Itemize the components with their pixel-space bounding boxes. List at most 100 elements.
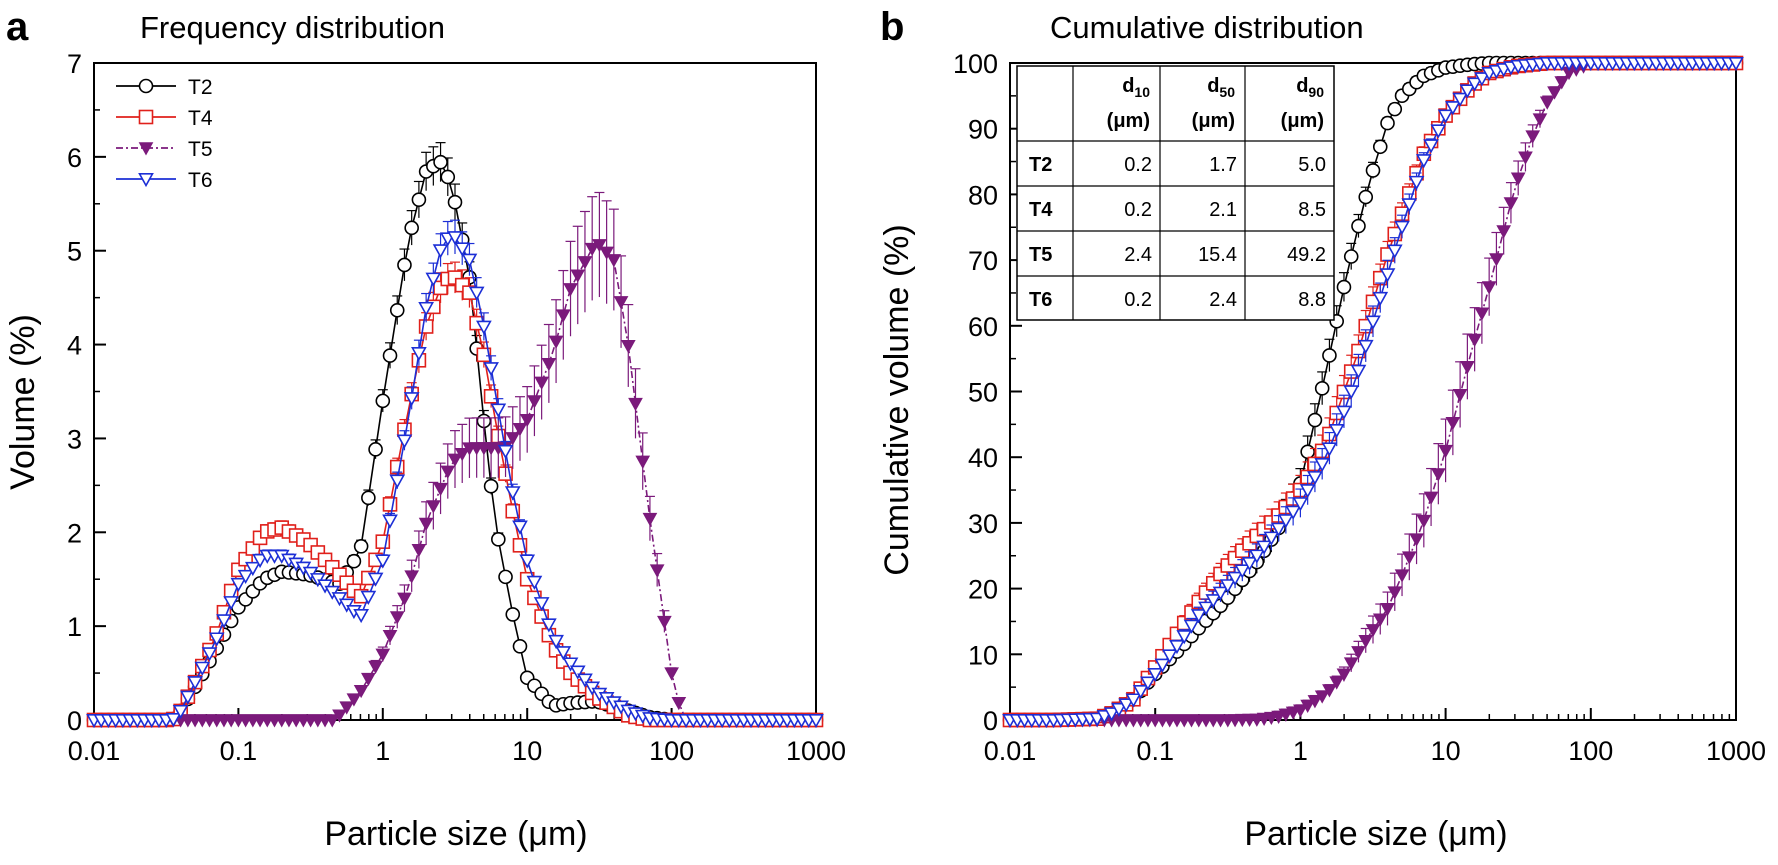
- data-point: [1452, 92, 1468, 107]
- data-point: [1357, 339, 1374, 355]
- series-t5: [1002, 57, 1744, 728]
- data-point: [1198, 601, 1214, 616]
- data-point: [497, 444, 514, 460]
- data-point: [1322, 348, 1337, 363]
- data-point: [577, 673, 593, 688]
- data-point: [1467, 333, 1482, 348]
- data-point: [382, 497, 398, 512]
- table-header-unit: (μm): [1281, 110, 1324, 132]
- data-point: [1510, 172, 1526, 186]
- data-point: [527, 395, 542, 409]
- data-point: [361, 490, 376, 506]
- data-point: [187, 676, 203, 691]
- table-cell: 8.5: [1298, 199, 1326, 221]
- data-point: [324, 714, 340, 728]
- table-row-label: T2: [1029, 154, 1052, 176]
- data-point: [671, 697, 687, 711]
- data-point: [1430, 468, 1446, 482]
- data-point: [483, 362, 499, 377]
- data-point: [425, 500, 441, 514]
- data-point: [1358, 189, 1374, 205]
- data-point: [1474, 307, 1490, 321]
- data-point: [1554, 76, 1570, 90]
- data-point: [476, 347, 492, 363]
- y-tick-label: 1: [67, 612, 82, 642]
- data-point: [216, 614, 232, 629]
- y-tick-label: 60: [968, 312, 998, 342]
- data-point: [1234, 564, 1251, 579]
- panel-b-letter: b: [880, 5, 904, 49]
- data-point: [1430, 124, 1447, 139]
- data-point: [562, 657, 579, 672]
- data-point: [1314, 458, 1331, 473]
- data-point: [1307, 412, 1323, 428]
- data-point: [1481, 281, 1497, 295]
- y-tick-label: 0: [983, 706, 998, 736]
- data-point: [1256, 540, 1272, 555]
- data-point: [1336, 279, 1352, 295]
- data-point: [1452, 388, 1468, 403]
- data-point: [382, 514, 398, 529]
- data-point: [1728, 56, 1744, 72]
- data-point: [1118, 698, 1135, 713]
- data-point: [1386, 244, 1403, 259]
- table-row-label: T4: [1029, 199, 1053, 221]
- plot-a: 0.01 0.1 1 10 100 1000 0 1 2 3 4 5 6 7: [67, 49, 846, 766]
- data-point: [353, 539, 369, 554]
- data-point: [382, 629, 398, 644]
- table-header: d50: [1207, 75, 1235, 100]
- data-point: [223, 596, 240, 611]
- data-point: [1183, 619, 1200, 634]
- series-t4: [86, 261, 824, 728]
- data-point: [396, 434, 413, 449]
- panel-a-title: Frequency distribution: [140, 10, 445, 45]
- x-tick-label: 100: [649, 736, 694, 766]
- data-point: [1219, 579, 1236, 594]
- plot-frame: [93, 62, 817, 721]
- data-point: [367, 572, 384, 587]
- data-point: [1227, 571, 1243, 586]
- table-header: d10: [1122, 75, 1150, 100]
- data-point: [570, 269, 586, 283]
- data-point: [1408, 175, 1425, 190]
- y-tick-label: 20: [968, 575, 998, 605]
- data-point: [368, 442, 383, 457]
- data-point: [1314, 690, 1330, 704]
- legend-item-t5: T5: [116, 138, 213, 161]
- data-point: [599, 246, 614, 260]
- data-point: [1300, 699, 1316, 714]
- data-point: [411, 192, 427, 207]
- table-cell: 15.4: [1198, 244, 1237, 266]
- data-point: [533, 597, 550, 612]
- data-point: [1394, 220, 1410, 235]
- data-point: [1547, 86, 1562, 100]
- data-point: [1176, 630, 1193, 645]
- data-point: [382, 348, 398, 363]
- data-point: [526, 575, 543, 590]
- data-point: [165, 713, 182, 728]
- x-tick-label: 0.1: [1136, 736, 1174, 766]
- data-point: [1525, 130, 1541, 144]
- data-point: [1154, 658, 1171, 673]
- data-point: [1270, 522, 1287, 537]
- data-point: [1401, 551, 1417, 565]
- data-point: [361, 672, 376, 687]
- data-point: [1300, 444, 1315, 460]
- data-point: [1169, 640, 1185, 655]
- y-tick-label: 2: [67, 518, 82, 548]
- data-point: [1466, 77, 1483, 92]
- legend-marker: [138, 142, 154, 156]
- table-header-unit: (μm): [1107, 110, 1150, 132]
- data-point: [1161, 649, 1178, 664]
- data-point: [1460, 360, 1475, 375]
- data-point: [1372, 139, 1388, 155]
- table-cell: 0.2: [1124, 154, 1152, 176]
- data-point: [389, 474, 406, 489]
- data-point: [1314, 381, 1330, 396]
- data-point: [1278, 514, 1294, 529]
- data-point: [1292, 497, 1309, 512]
- data-point: [808, 713, 824, 729]
- table-frame: [1016, 65, 1335, 321]
- data-point: [1336, 668, 1352, 682]
